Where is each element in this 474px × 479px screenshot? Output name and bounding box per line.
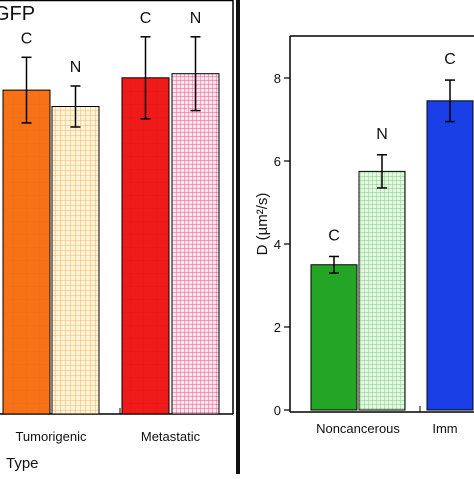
y-tick-label-0: 0: [274, 403, 281, 418]
y-tick-label-8: 8: [274, 71, 281, 86]
bar-label-noncancerous-c: C: [328, 227, 340, 244]
y-tick-label-2: 2: [274, 320, 281, 335]
bar-label-metastatic-n: N: [190, 10, 202, 27]
bar-noncancerous-n: [358, 170, 406, 411]
left-chart-title: GFP: [0, 3, 35, 25]
x-tick-label-tumorigenic: Tumorigenic: [15, 429, 87, 444]
panel-divider: [236, 0, 240, 474]
bar-label-noncancerous-n: N: [376, 126, 388, 143]
bar-label-tumorigenic-c: C: [21, 30, 33, 47]
bar-metastatic-n: [171, 73, 220, 415]
bar-label-imm-c: C: [444, 51, 456, 68]
y-tick-label-6: 6: [274, 154, 281, 169]
left-x-axis-title: Type: [6, 455, 39, 472]
bar-texture-metastatic-c: [122, 77, 169, 415]
bar-imm-c: [426, 100, 474, 411]
bar-label-metastatic-c: C: [140, 10, 152, 27]
y-tick-label-4: 4: [274, 237, 281, 252]
bar-label-tumorigenic-n: N: [70, 59, 82, 76]
bar-texture-tumorigenic-c: [3, 90, 50, 414]
x-tick-label-imm: Imm: [432, 421, 457, 436]
bar-tumorigenic-n: [51, 106, 100, 415]
bar-noncancerous-c: [310, 264, 358, 411]
chart-marks: C N Tumorigenic C N Metastatic 0 2 4 6 8 C N Noncance…: [2, 10, 474, 444]
x-tick-label-metastatic: Metastatic: [141, 429, 201, 444]
x-tick-label-noncancerous: Noncancerous: [316, 421, 400, 436]
right-y-axis-title: D (µm²/s): [254, 193, 271, 256]
